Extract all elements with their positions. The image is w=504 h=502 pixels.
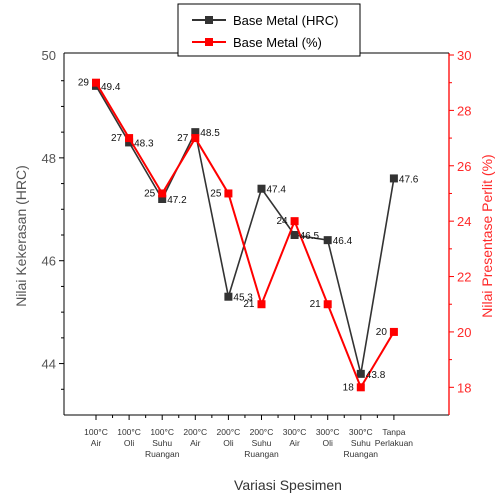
right-axis-tick-label: 30 [457,48,471,63]
x-axis-tick-label: 200°C Air [183,427,207,448]
right-axis-tick-label: 24 [457,214,471,229]
x-axis-tick-label: 100°C Suhu Ruangan [145,427,180,459]
data-point-hrc [158,195,167,203]
series-line-hrc [95,85,395,375]
x-axis-tick-label: 100°C Air [84,427,108,448]
data-point-percent [191,134,200,143]
data-label-percent: 29 [78,78,90,89]
data-point-hrc [389,174,398,183]
series-line-percent [95,82,395,390]
data-label-percent: 25 [210,188,222,199]
data-point-percent [125,134,134,143]
data-label-percent: 21 [310,299,322,310]
data-label-percent: 20 [376,327,388,338]
legend-marker-hrc [205,16,213,24]
legend-marker-percent [205,38,213,46]
data-point-hrc [356,369,365,378]
right-axis-tick-label: 26 [457,159,471,174]
data-point-percent [224,189,233,198]
data-label-hrc: 47.2 [167,195,187,206]
data-point-hrc [224,292,233,301]
right-axis-tick-label: 20 [457,325,471,340]
data-point-hrc [257,184,266,193]
data-point-percent [92,78,100,87]
data-point-percent [257,300,266,309]
data-label-percent: 25 [144,188,156,199]
data-label-hrc: 47.6 [399,174,419,185]
legend-label-percent: Base Metal (%) [233,35,322,50]
left-axis-tick-label: 44 [42,357,56,372]
right-y-axis-title: Nilai Presentase Perlit (%) [479,154,495,317]
x-axis-title: Variasi Spesimen [234,477,342,493]
data-point-percent [356,383,365,392]
left-axis-tick-label: 48 [42,151,56,166]
data-labels: 49.4 48.3 47.2 48.5 45.3 47.4 46.5 46.4 43.8 47.6… [78,78,419,394]
data-label-hrc: 45.3 [233,293,253,304]
data-point-percent [389,327,398,336]
x-axis-tick-label: 200°C Oli [217,427,241,448]
data-point-hrc [125,138,134,147]
data-label-hrc: 49.4 [101,82,121,93]
legend: Base Metal (HRC) Base Metal (%) [177,3,361,57]
x-axis-tick-label: 300°C Suhu Ruangan [344,427,379,459]
x-axis-tick-label: Tanpa Perlakuan [375,427,414,448]
legend-box [177,3,361,57]
x-axis-tick-label: 100°C Oli [117,427,141,448]
left-axis-tick-label: 46 [42,254,56,269]
legend-label-hrc: Base Metal (HRC) [233,13,338,28]
x-axis-tick-label: 300°C Air [283,427,307,448]
series-layer [92,78,398,392]
plot-frame [63,52,450,416]
right-axis-tick-label: 22 [457,270,471,285]
data-point-percent [290,217,299,226]
left-axis-tick-label: 50 [42,48,56,63]
right-y-axis: 18 20 22 24 26 28 30 [449,48,471,395]
x-axis-tick-label: 300°C Oli [316,427,340,448]
data-point-hrc [323,236,332,245]
data-point-percent [323,300,332,309]
right-axis-tick-label: 18 [457,380,471,395]
data-label-percent: 18 [343,382,355,393]
data-label-hrc: 48.3 [134,138,154,149]
right-axis-tick-label: 28 [457,103,471,118]
x-axis-tick-label: 200°C Suhu Ruangan [244,427,279,459]
left-y-axis-title: Nilai Kekerasan (HRC) [13,165,29,307]
left-y-axis: 44 46 48 50 [42,48,64,390]
data-label-hrc: 47.4 [267,185,287,196]
data-label-hrc: 43.8 [366,370,386,381]
data-label-hrc: 48.5 [200,128,220,139]
data-label-hrc: 46.5 [300,231,320,242]
data-label-percent: 24 [276,216,288,227]
data-label-percent: 27 [177,133,189,144]
data-point-hrc [191,128,200,137]
data-point-percent [158,189,167,198]
data-point-hrc [290,231,299,239]
data-label-hrc: 46.4 [333,236,353,247]
data-label-percent: 21 [243,299,255,310]
data-label-percent: 27 [111,133,123,144]
